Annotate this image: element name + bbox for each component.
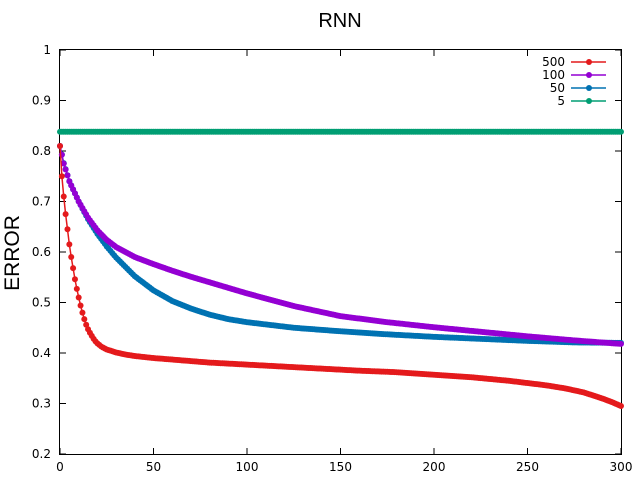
- data-point: [618, 128, 624, 135]
- plot-border: [59, 49, 622, 455]
- legend-marker: [586, 98, 592, 104]
- data-point: [64, 172, 71, 179]
- data-point: [64, 226, 71, 233]
- data-point: [57, 142, 63, 149]
- legend-item-500: 500: [542, 55, 606, 69]
- data-point: [60, 193, 67, 200]
- x-tick-label: 250: [516, 460, 539, 474]
- data-point: [73, 285, 80, 292]
- data-point: [62, 211, 69, 218]
- y-tick-label: 1: [43, 43, 51, 57]
- legend-marker: [586, 85, 592, 91]
- data-point: [66, 241, 73, 248]
- x-tick-label: 200: [423, 460, 446, 474]
- data-point: [71, 276, 78, 283]
- y-axis-label: ERROR: [1, 215, 24, 291]
- x-tick-label: 50: [146, 460, 161, 474]
- y-tick-label: 0.9: [32, 94, 51, 108]
- series-100: [57, 142, 624, 347]
- data-point: [68, 254, 75, 261]
- series-layer: [57, 128, 624, 410]
- series-500: [57, 142, 624, 410]
- y-tick-label: 0.3: [32, 397, 51, 411]
- x-tick-label: 150: [329, 460, 352, 474]
- data-point: [58, 173, 65, 180]
- legend-label: 50: [550, 81, 565, 95]
- data-point: [618, 403, 624, 410]
- x-tick-label: 300: [610, 460, 633, 474]
- legend-item-100: 100: [542, 68, 606, 82]
- data-point: [70, 265, 77, 272]
- y-tick-label: 0.7: [32, 195, 51, 209]
- chart-title: RNN: [318, 10, 361, 32]
- data-point: [618, 340, 624, 347]
- y-tick-label: 0.5: [32, 296, 51, 310]
- y-tick-label: 0.6: [32, 245, 51, 259]
- legend-item-5: 5: [557, 94, 606, 108]
- legend-item-50: 50: [550, 81, 606, 95]
- data-point: [60, 160, 67, 167]
- legend-label: 100: [542, 68, 565, 82]
- legend-label: 5: [557, 94, 565, 108]
- x-tick-label: 0: [56, 460, 64, 474]
- data-point: [75, 294, 82, 301]
- x-tick-label: 100: [236, 460, 259, 474]
- series-50: [57, 142, 624, 346]
- y-tick-label: 0.2: [32, 447, 51, 461]
- data-point: [79, 309, 86, 316]
- x-axis: 0 50 100 150 200 250 300: [56, 50, 632, 474]
- y-tick-label: 0.4: [32, 346, 51, 360]
- data-point: [77, 302, 84, 309]
- legend-marker: [586, 72, 592, 78]
- legend-label: 500: [542, 55, 565, 69]
- series-5: [57, 128, 624, 135]
- y-axis: 0.2 0.3 0.4 0.5 0.6 0.7 0.8 0.9 1: [32, 43, 621, 461]
- data-point: [83, 321, 90, 328]
- y-tick-label: 0.8: [32, 144, 51, 158]
- legend-marker: [586, 59, 592, 65]
- data-point: [62, 166, 69, 173]
- data-point: [81, 316, 88, 323]
